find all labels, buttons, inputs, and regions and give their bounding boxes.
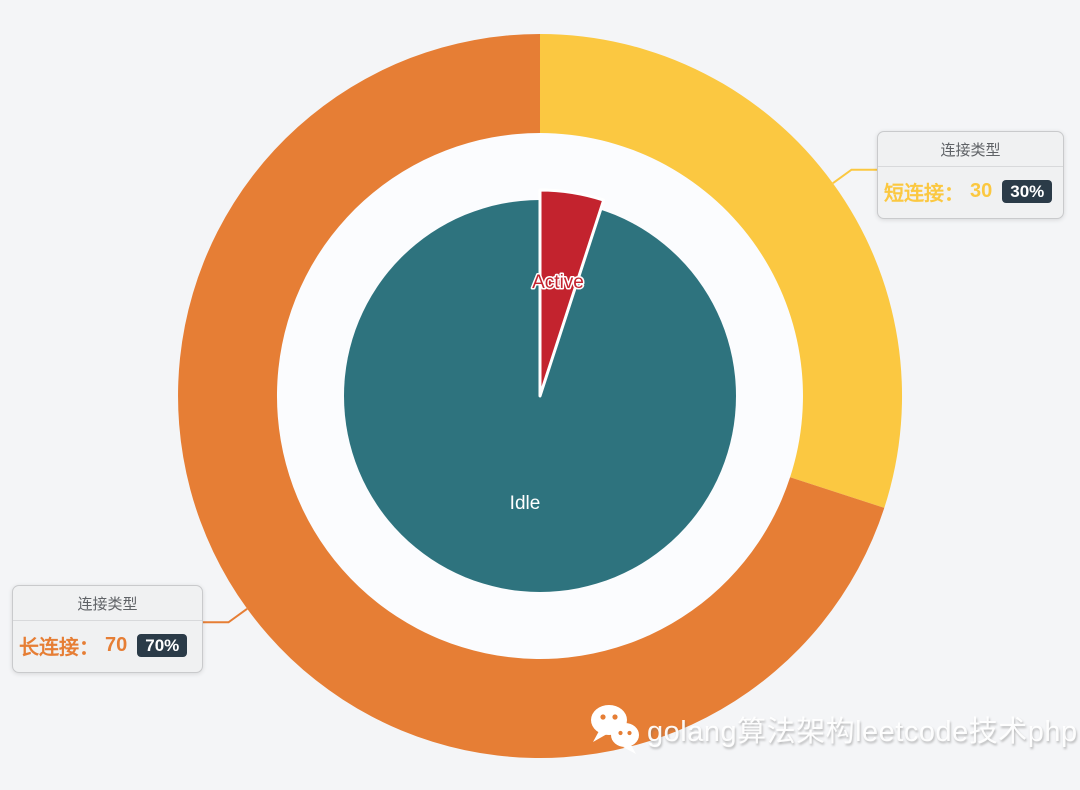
donut-slice-short-conn[interactable] — [540, 33, 903, 508]
pie-label-idle: Idle — [510, 493, 541, 514]
tooltip-title: 连接类型 — [878, 132, 1063, 167]
watermark-text: golang算法架构leetcode技术php — [647, 716, 1078, 748]
tooltip-short-connection: 连接类型 短连接： 30 30% — [877, 131, 1064, 219]
labelline-long-conn — [203, 607, 248, 624]
pie-label-active: Active — [532, 272, 584, 293]
tooltip-long-connection: 连接类型 长连接： 70 70% — [12, 585, 203, 673]
tooltip-value: 30 — [970, 180, 993, 202]
tooltip-series-label: 长连接： — [19, 637, 99, 659]
tooltip-body: 短连接： 30 30% — [878, 167, 1063, 218]
tooltip-percent-badge: 70% — [137, 634, 188, 657]
wechat-bubble-tail-small — [623, 745, 636, 754]
tooltip-body: 长连接： 70 70% — [13, 621, 202, 672]
wechat-bubble-tail-big — [593, 731, 607, 742]
wechat-icon — [591, 705, 639, 754]
tooltip-series-label: 短连接： — [884, 183, 964, 205]
tooltip-value: 70 — [105, 634, 128, 656]
tooltip-percent-badge: 30% — [1002, 180, 1053, 203]
pie-slice-active[interactable] — [538, 188, 606, 398]
watermark: golang算法架构leetcode技术php — [588, 703, 1078, 755]
labelline-short-conn — [832, 168, 877, 185]
tooltip-title: 连接类型 — [13, 586, 202, 621]
